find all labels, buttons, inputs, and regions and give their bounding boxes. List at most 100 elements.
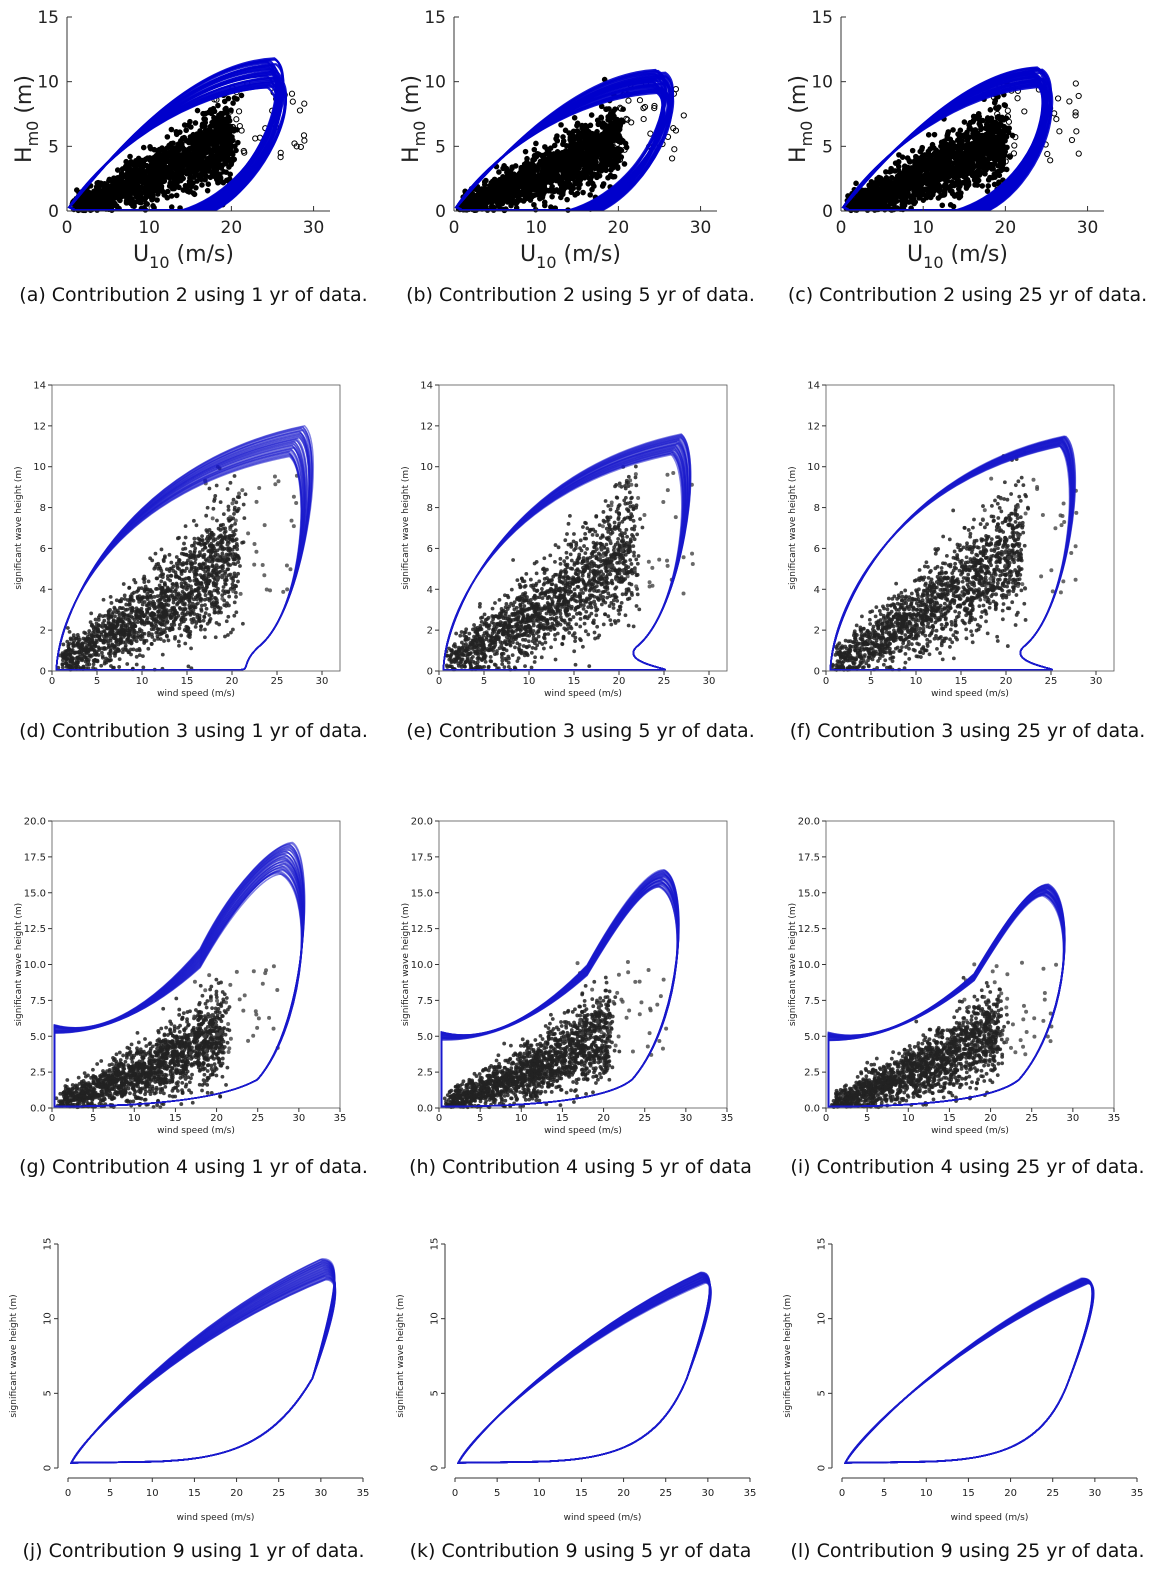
panel-b-point <box>548 186 555 193</box>
panel-a-point <box>201 116 207 122</box>
panel-b-y-axis-label: Hm0 (m) <box>399 75 429 163</box>
panel-c-point <box>1005 125 1012 132</box>
panel-a-point <box>188 124 194 130</box>
panel-b-point <box>574 134 581 141</box>
panel-d-point <box>206 549 211 553</box>
panel-c-point <box>955 145 961 152</box>
figure-panel-b: 0 10 20 30 0 5 10 15 U10 (m/s) Hm0 (m) (b) Contri… <box>387 0 774 320</box>
panel-b-point <box>510 172 516 178</box>
panel-b-point <box>489 203 496 210</box>
panel-a-outlier <box>301 137 308 144</box>
panel-a-outlier <box>212 135 219 142</box>
panel-b-data-points <box>455 76 687 214</box>
panel-b-outlier <box>614 140 621 147</box>
panel-c-point <box>941 157 948 164</box>
panel-b-point <box>589 186 595 193</box>
panel-a-point <box>144 201 151 207</box>
panel-b-point <box>534 164 540 171</box>
panel-a-point <box>147 157 153 163</box>
panel-b-outlier <box>640 105 647 112</box>
panel-a-x-tick-label: 30 <box>303 218 325 238</box>
panel-b-outlier <box>603 159 610 167</box>
panel-c-point <box>982 159 988 165</box>
panel-b-point <box>551 142 558 149</box>
panel-b-point <box>512 163 519 169</box>
panel-c-point <box>943 141 949 147</box>
panel-c-point <box>985 164 992 171</box>
panel-c-point <box>927 146 933 152</box>
panel-a-outlier <box>277 149 284 156</box>
panel-a-point <box>213 176 220 183</box>
panel-a-point <box>122 163 129 170</box>
panel-b-point <box>572 168 578 174</box>
panel-a-point <box>194 167 201 173</box>
panel-b-point <box>540 156 547 163</box>
panel-b-y-axis-label-main: H <box>399 146 424 163</box>
panel-d-point <box>207 486 212 491</box>
panel-b-point <box>526 166 533 172</box>
panel-b-point <box>518 183 525 190</box>
panel-c-point <box>903 198 909 205</box>
panel-b-point <box>548 160 555 167</box>
panel-c-point <box>951 193 958 199</box>
panel-c-point <box>1001 102 1008 108</box>
panel-d-point <box>87 629 92 633</box>
panel-c-contour-line <box>841 85 1053 212</box>
panel-a-point <box>170 180 177 187</box>
panel-b-point <box>558 122 564 128</box>
panel-b-outlier <box>601 122 609 129</box>
panel-d-point <box>223 581 228 586</box>
panel-a-point <box>102 192 109 199</box>
panel-d-point <box>60 665 65 670</box>
panel-b-x-tick-label: 30 <box>690 218 712 238</box>
panel-c-point <box>926 164 933 170</box>
panel-b-point <box>563 143 570 149</box>
panel-b-y-axis-label-unit: (m) <box>399 75 424 121</box>
panel-b-point <box>535 184 542 190</box>
panel-a-point <box>154 148 161 154</box>
panel-b-point <box>525 184 532 191</box>
panel-c-point <box>989 154 996 161</box>
panel-c-point <box>995 137 1001 143</box>
panel-a-point <box>215 102 221 109</box>
panel-d-point <box>227 594 232 599</box>
panel-a-point <box>201 169 208 176</box>
panel-c-outlier <box>1072 112 1079 119</box>
panel-c-point <box>991 181 998 188</box>
panel-c-outlier <box>1010 150 1018 157</box>
panel-b-point <box>542 186 548 192</box>
panel-c-outlier <box>1004 107 1011 114</box>
panel-c-point <box>868 203 875 210</box>
panel-a-point <box>181 122 188 128</box>
panel-d-point <box>204 513 209 518</box>
panel-a-point <box>199 148 205 155</box>
panel-a-point <box>98 197 105 203</box>
panel-a-point <box>113 177 119 184</box>
panel-c-point <box>957 127 964 134</box>
panel-a-point <box>166 142 172 149</box>
panel-c-y-axis-label-main: H <box>786 146 811 163</box>
panel-c-point <box>958 190 964 196</box>
panel-d-point <box>183 524 188 529</box>
panel-d-point <box>203 627 207 632</box>
panel-c-point <box>918 146 925 153</box>
panel-a-point <box>224 134 231 141</box>
panel-a-point <box>192 120 199 126</box>
panel-c-outlier <box>1068 136 1076 144</box>
panel-a-point <box>133 193 140 200</box>
panel-c-y-tick-label: 5 <box>822 137 833 157</box>
panel-b-point <box>528 192 535 198</box>
panel-b-point <box>587 192 594 198</box>
panel-c-outlier <box>1053 116 1060 123</box>
panel-b-point <box>519 174 526 180</box>
panel-c-outlier <box>1072 109 1079 116</box>
panel-c-point <box>908 193 914 200</box>
panel-d-point <box>141 665 146 670</box>
panel-b-point <box>504 199 511 205</box>
panel-d-point <box>85 662 89 667</box>
panel-c-point <box>938 163 945 169</box>
panel-a-y-axis-label-unit: (m) <box>12 75 37 121</box>
panel-d-point <box>89 611 94 616</box>
panel-a-point <box>204 130 211 136</box>
panel-a-point <box>179 135 186 142</box>
